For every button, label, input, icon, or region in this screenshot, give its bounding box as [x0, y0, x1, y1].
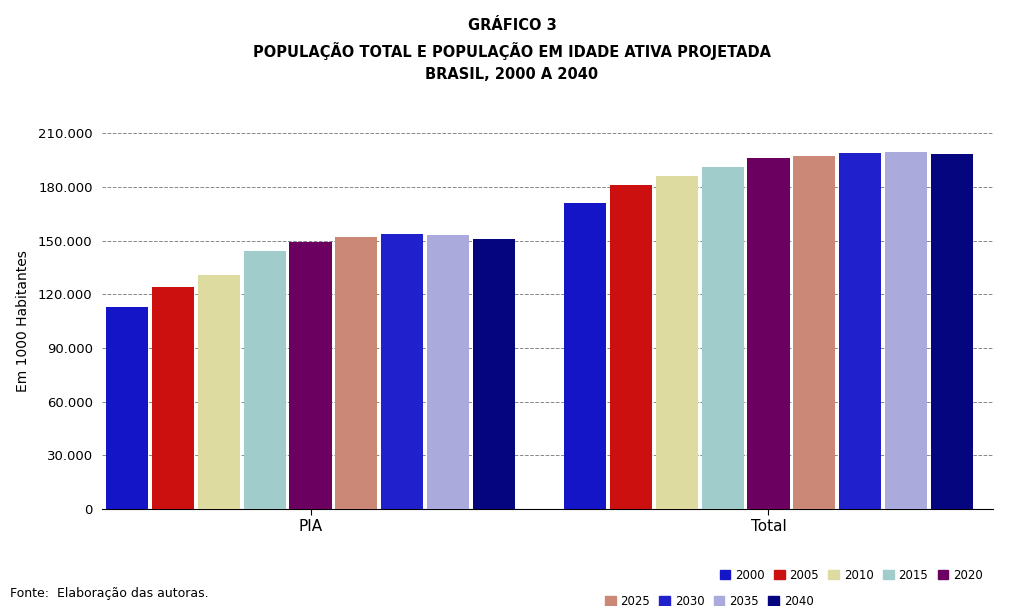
Bar — [655, 176, 698, 509]
Text: GRÁFICO 3: GRÁFICO 3 — [468, 18, 556, 33]
Bar — [106, 307, 148, 509]
Bar — [381, 233, 423, 509]
Legend: 2025, 2030, 2035, 2040: 2025, 2030, 2035, 2040 — [600, 590, 818, 606]
Y-axis label: Em 1000 Habitantes: Em 1000 Habitantes — [15, 250, 30, 392]
Bar — [244, 251, 286, 509]
Text: BRASIL, 2000 A 2040: BRASIL, 2000 A 2040 — [425, 67, 599, 82]
Bar — [198, 275, 240, 509]
Bar — [473, 239, 515, 509]
Bar — [335, 237, 378, 509]
Bar — [290, 242, 332, 509]
Bar — [839, 153, 881, 509]
Bar — [701, 167, 743, 509]
Bar — [931, 154, 973, 509]
Bar — [564, 203, 606, 509]
Bar — [794, 156, 836, 509]
Text: Fonte:  Elaboração das autoras.: Fonte: Elaboração das autoras. — [10, 587, 209, 600]
Bar — [610, 185, 652, 509]
Bar — [153, 287, 195, 509]
Bar — [885, 152, 927, 509]
Bar — [748, 158, 790, 509]
Bar — [427, 235, 469, 509]
Text: POPULAÇÃO TOTAL E POPULAÇÃO EM IDADE ATIVA PROJETADA: POPULAÇÃO TOTAL E POPULAÇÃO EM IDADE ATI… — [253, 42, 771, 61]
